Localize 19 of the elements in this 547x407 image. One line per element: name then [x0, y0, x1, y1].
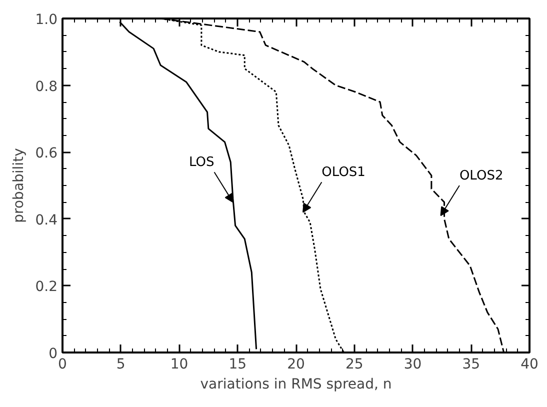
y-tick-label: 1.0: [35, 12, 58, 28]
x-axis-title: variations in RMS spread, n: [200, 376, 392, 392]
x-tick-label: 15: [228, 356, 247, 372]
y-tick-label: 0.8: [35, 78, 58, 95]
x-tick-label: 10: [170, 356, 188, 372]
x-tick-label: 30: [404, 356, 422, 372]
y-tick-label: 0.6: [35, 146, 58, 162]
y-axis-title: probability: [11, 148, 28, 223]
y-tick-label: 0: [48, 346, 58, 362]
x-tick-label: 40: [520, 356, 538, 372]
y-tick-label: 0.4: [35, 212, 58, 228]
annotation: OLOS1: [322, 165, 366, 180]
x-tick-label: 5: [116, 356, 126, 372]
annotation: LOS: [189, 155, 214, 170]
y-tick-label: 0.2: [35, 279, 58, 296]
x-tick-label: 25: [345, 356, 364, 372]
annotation: OLOS2: [459, 168, 504, 184]
x-tick-label: 35: [462, 356, 480, 372]
x-tick-label: 20: [287, 356, 305, 372]
